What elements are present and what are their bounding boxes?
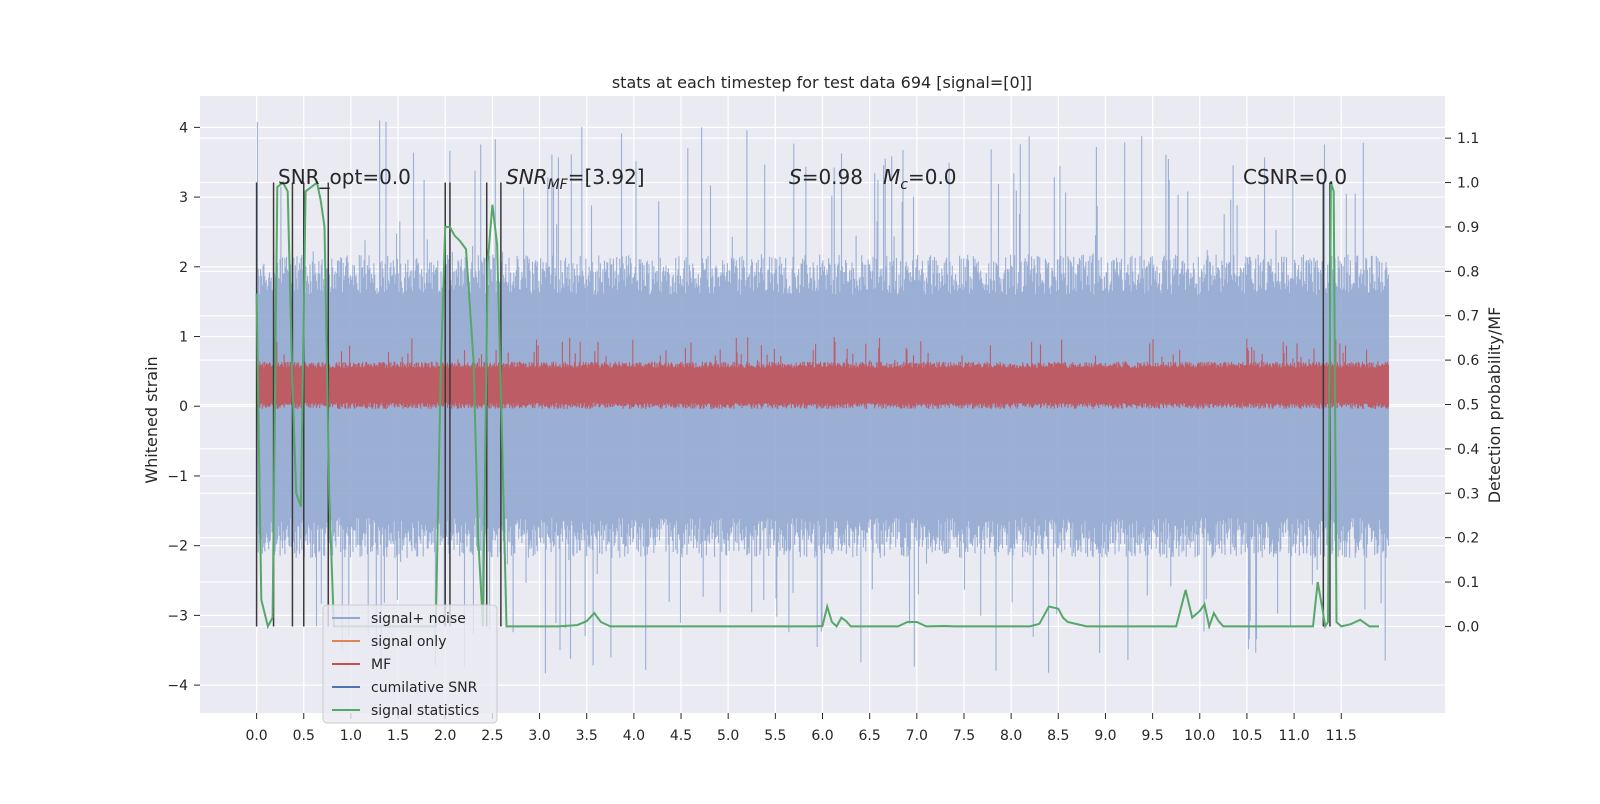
- x-tick-label: 1.0: [340, 728, 362, 744]
- x-tick-label: 9.5: [1141, 728, 1163, 744]
- x-tick-label: 3.5: [576, 728, 598, 744]
- x-tick-label: 7.0: [906, 728, 928, 744]
- x-tick-label: 1.5: [387, 728, 409, 744]
- y-tick-label-right: 0.0: [1457, 619, 1479, 635]
- annotation-layer: SNR_opt=0.0 SNRMF=[3.92] S=0.98 Mc=0.0 CSNR…: [278, 165, 1347, 193]
- legend-label: signal only: [371, 634, 446, 650]
- x-tick-label: 6.0: [811, 728, 833, 744]
- annotation-s-mc: S=0.98 Mc=0.0: [789, 165, 957, 193]
- chart-title: stats at each timestep for test data 694…: [612, 73, 1032, 92]
- y-tick-label-right: 1.1: [1457, 131, 1479, 147]
- y-tick-label-left: 2: [179, 260, 188, 276]
- x-tick-label: 8.5: [1047, 728, 1069, 744]
- x-tick-label: 8.0: [1000, 728, 1022, 744]
- x-tick-label: 11.5: [1326, 728, 1357, 744]
- y-tick-label-left: 1: [179, 330, 188, 346]
- x-tick-label: 10.0: [1184, 728, 1215, 744]
- x-tick-label: 2.0: [434, 728, 456, 744]
- y-tick-label-right: 0.7: [1457, 309, 1479, 325]
- y-tick-label-left: 4: [179, 120, 188, 136]
- tick-layer: 0.0 0.5 1.0 1.5 2.0 2.5 3.0 3.5 4.0 4.5 5.0 5.5 6.0 6…: [167, 120, 1479, 744]
- y-tick-label-right: 0.2: [1457, 531, 1479, 547]
- x-tick-label: 3.0: [528, 728, 550, 744]
- x-tick-label: 4.5: [670, 728, 692, 744]
- x-tick-label: 0.5: [293, 728, 315, 744]
- y-axis-label-right: Detection probability/MF: [1485, 307, 1504, 504]
- y-tick-label-left: −2: [167, 539, 188, 555]
- legend-label: cumilative SNR: [371, 680, 478, 696]
- y-tick-label-right: 1.0: [1457, 176, 1479, 192]
- y-tick-label-right: 0.8: [1457, 264, 1479, 280]
- annotation-snr-opt: SNR_opt=0.0: [278, 165, 411, 189]
- x-tick-label: 11.0: [1279, 728, 1310, 744]
- annotation-csnr: CSNR=0.0: [1243, 165, 1347, 189]
- annotation-snr-mf: SNRMF=[3.92]: [506, 165, 645, 193]
- y-tick-label-right: 0.3: [1457, 486, 1479, 502]
- x-tick-label: 5.0: [717, 728, 739, 744]
- x-tick-label: 4.0: [623, 728, 645, 744]
- x-tick-label: 10.5: [1231, 728, 1262, 744]
- y-axis-label-left: Whitened strain: [142, 356, 161, 483]
- y-tick-label-left: −4: [167, 678, 188, 694]
- y-tick-label-left: −1: [167, 469, 188, 485]
- y-tick-label-left: 3: [179, 190, 188, 206]
- x-tick-label: 7.5: [953, 728, 975, 744]
- y-tick-label-right: 0.5: [1457, 398, 1479, 414]
- x-tick-label: 5.5: [764, 728, 786, 744]
- y-tick-label-left: −3: [167, 608, 188, 624]
- legend-box: [322, 604, 498, 724]
- y-tick-label-left: 0: [179, 399, 188, 415]
- legend: signal+ noise signal only MF cumilative SNR…: [322, 604, 498, 724]
- x-tick-label: 0.0: [245, 728, 267, 744]
- x-tick-label: 2.5: [481, 728, 503, 744]
- legend-label: MF: [371, 657, 391, 673]
- x-tick-label: 6.5: [859, 728, 881, 744]
- y-tick-label-right: 0.9: [1457, 220, 1479, 236]
- legend-label: signal statistics: [371, 703, 479, 719]
- x-tick-label: 9.0: [1094, 728, 1116, 744]
- y-tick-label-right: 0.4: [1457, 442, 1479, 458]
- legend-label: signal+ noise: [371, 611, 466, 627]
- y-tick-label-right: 0.6: [1457, 353, 1479, 369]
- y-tick-label-right: 0.1: [1457, 575, 1479, 591]
